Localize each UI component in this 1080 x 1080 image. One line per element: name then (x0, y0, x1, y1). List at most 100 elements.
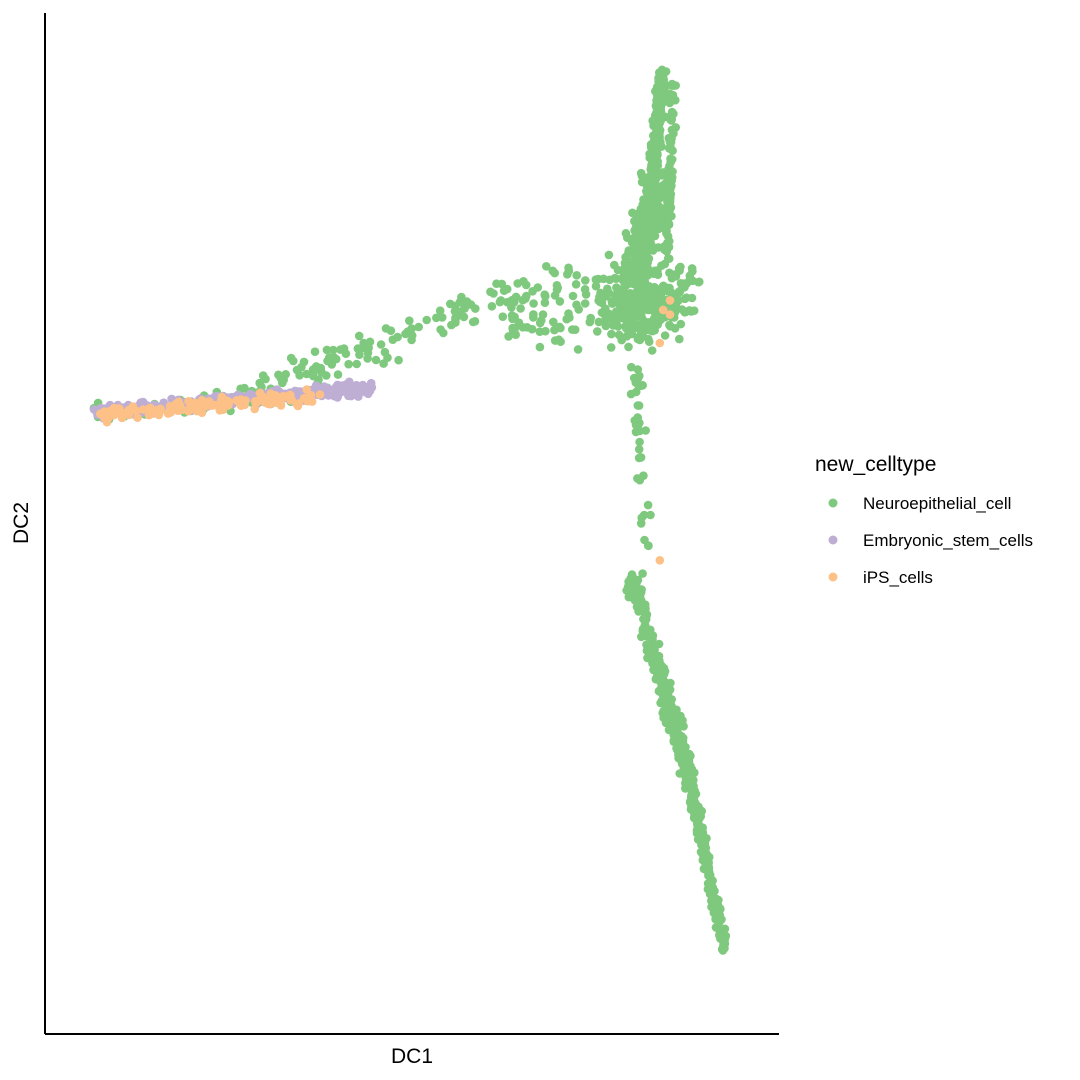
y-axis-title: DC2 (10, 502, 33, 544)
data-point (470, 317, 480, 326)
data-point (687, 293, 697, 303)
data-point (600, 316, 609, 326)
data-point (656, 698, 665, 708)
data-point (624, 577, 633, 586)
data-point (622, 268, 631, 278)
data-point (380, 347, 390, 357)
data-point (246, 389, 255, 399)
data-point (597, 295, 606, 304)
data-point (676, 262, 685, 272)
data-point (668, 90, 678, 100)
legend-key-Embryonic_stem_cells (828, 535, 838, 545)
data-point (689, 781, 698, 791)
data-point (146, 403, 155, 413)
data-point (131, 406, 141, 416)
data-point (508, 326, 518, 335)
data-point (670, 324, 680, 333)
data-point (507, 303, 516, 312)
data-point (359, 338, 369, 348)
data-point (636, 286, 645, 296)
data-point (648, 154, 658, 163)
data-point (636, 295, 646, 304)
data-point (652, 145, 662, 155)
data-point (133, 413, 142, 423)
data-point (612, 296, 621, 306)
data-point (655, 556, 665, 565)
data-point (224, 397, 234, 407)
data-point (394, 355, 403, 365)
data-point (344, 391, 353, 401)
data-point (651, 289, 661, 298)
data-point (636, 381, 646, 391)
data-point (286, 395, 295, 405)
data-point (644, 337, 654, 347)
data-point (497, 279, 507, 289)
data-point (354, 331, 364, 341)
data-point (459, 312, 469, 322)
data-point (703, 855, 713, 864)
data-point (646, 165, 655, 174)
data-point (682, 775, 692, 784)
data-point (665, 310, 675, 319)
data-point (652, 111, 662, 121)
data-point (665, 175, 674, 184)
data-point (663, 238, 672, 248)
data-point (610, 273, 620, 283)
data-point (700, 837, 709, 847)
data-point (315, 390, 325, 399)
data-point (687, 264, 697, 273)
data-point (661, 208, 670, 217)
data-point (710, 886, 719, 896)
data-point (640, 235, 650, 244)
data-point (331, 354, 341, 364)
points-layer (89, 65, 731, 955)
data-point (647, 346, 657, 355)
data-point (439, 328, 448, 338)
data-point (556, 337, 565, 347)
data-point (405, 316, 414, 326)
data-point (663, 254, 673, 263)
data-point (667, 288, 676, 298)
data-point (240, 383, 249, 393)
data-point (522, 291, 531, 301)
data-point (555, 322, 564, 332)
legend-label-Embryonic_stem_cells: Embryonic_stem_cells (863, 531, 1033, 550)
data-point (540, 290, 549, 300)
data-point (593, 327, 602, 336)
data-point (665, 97, 674, 107)
data-point (633, 413, 642, 422)
data-point (660, 331, 670, 340)
data-point (678, 733, 688, 743)
data-point (687, 791, 696, 800)
data-point (302, 369, 312, 379)
data-point (645, 186, 654, 195)
data-point (207, 401, 217, 410)
data-point (663, 201, 672, 211)
data-point (669, 302, 679, 312)
data-point (100, 407, 109, 416)
data-point (639, 228, 649, 237)
data-point (667, 116, 676, 125)
data-point (671, 123, 680, 132)
data-point (286, 353, 296, 363)
legend-key-iPS_cells (828, 572, 838, 582)
data-point (633, 365, 643, 374)
data-point (339, 344, 349, 353)
data-point (533, 283, 543, 292)
data-point (529, 299, 538, 308)
data-point (603, 284, 612, 294)
data-point (639, 217, 648, 227)
data-point (642, 640, 651, 649)
data-point (624, 342, 633, 352)
data-point (537, 316, 546, 325)
data-point (457, 292, 466, 302)
legend-items: Neuroepithelial_cell Embryonic_stem_cells… (828, 494, 1033, 587)
data-point (565, 313, 574, 322)
legend: new_celltype Neuroepithelial_cell Embryon… (815, 453, 1033, 587)
data-point (672, 725, 682, 735)
data-point (236, 395, 246, 404)
data-point (652, 671, 662, 681)
data-point (216, 402, 226, 412)
data-point (573, 345, 583, 354)
data-point (614, 330, 624, 340)
